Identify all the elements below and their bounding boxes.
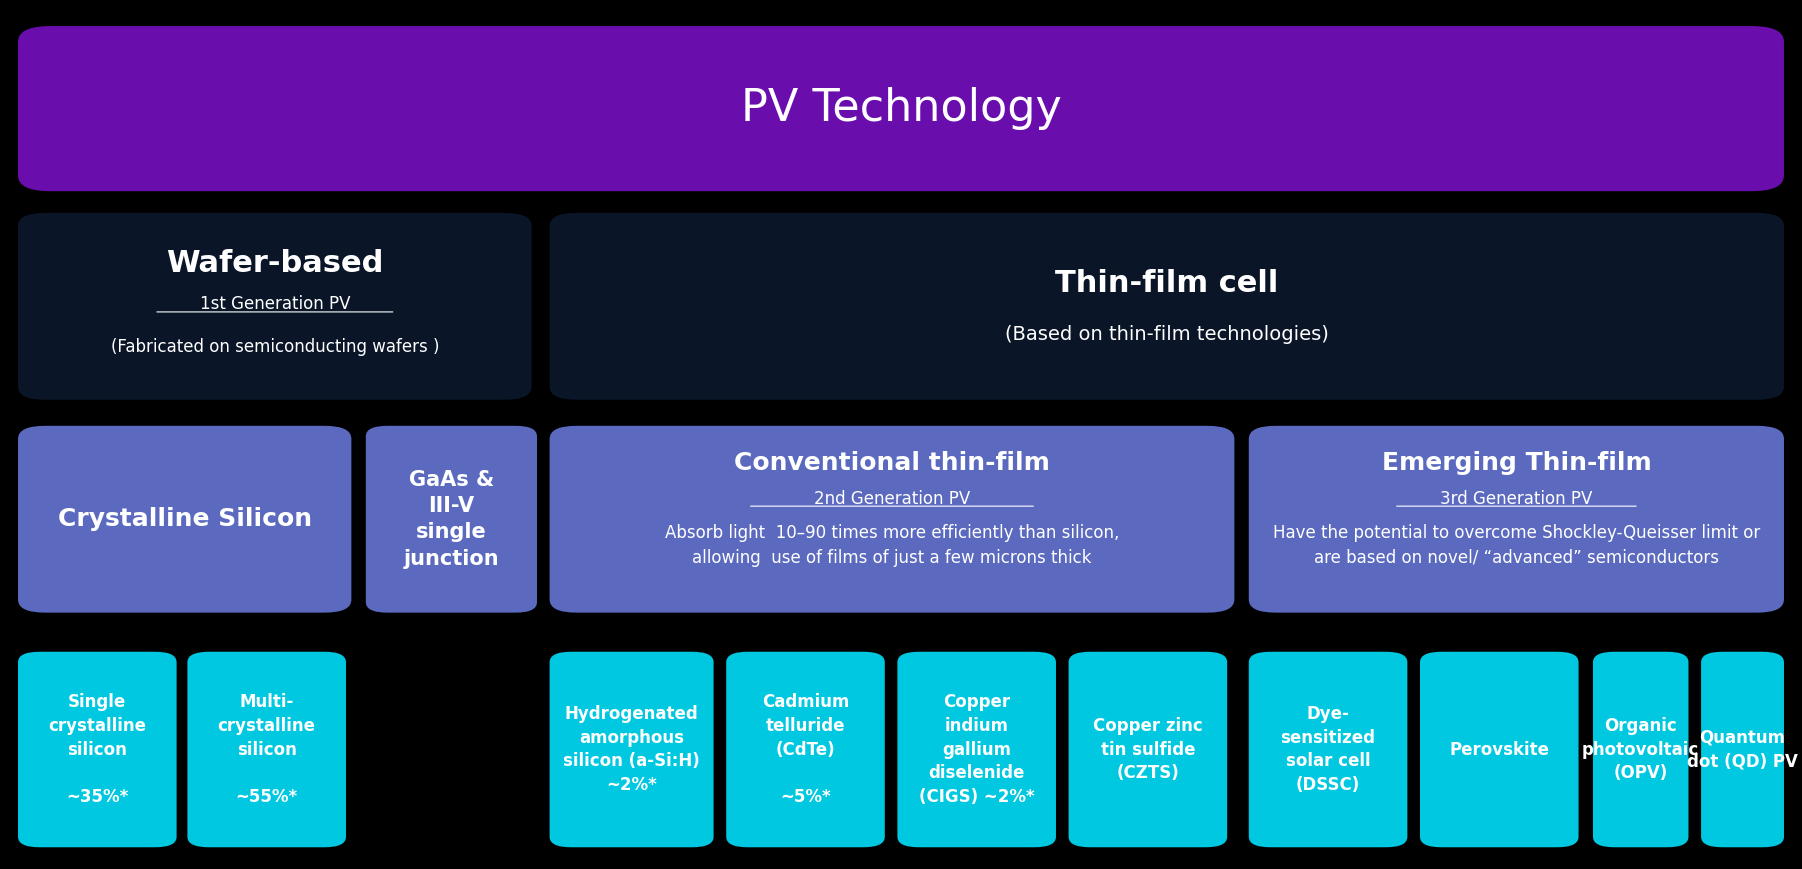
- Text: Multi-
crystalline
silicon

~55%*: Multi- crystalline silicon ~55%*: [218, 693, 315, 806]
- FancyBboxPatch shape: [550, 652, 714, 847]
- FancyBboxPatch shape: [18, 26, 1784, 191]
- FancyBboxPatch shape: [1593, 652, 1688, 847]
- FancyBboxPatch shape: [18, 426, 351, 613]
- FancyBboxPatch shape: [18, 652, 177, 847]
- Text: Emerging Thin-film: Emerging Thin-film: [1382, 451, 1651, 475]
- Text: Single
crystalline
silicon

~35%*: Single crystalline silicon ~35%*: [49, 693, 146, 806]
- Text: 2nd Generation PV: 2nd Generation PV: [815, 489, 969, 507]
- Text: 3rd Generation PV: 3rd Generation PV: [1440, 489, 1593, 507]
- Text: Crystalline Silicon: Crystalline Silicon: [58, 507, 312, 531]
- FancyBboxPatch shape: [550, 426, 1234, 613]
- Text: Quantum
dot (QD) PV: Quantum dot (QD) PV: [1687, 729, 1798, 770]
- FancyBboxPatch shape: [1701, 652, 1784, 847]
- Text: Thin-film cell: Thin-film cell: [1056, 269, 1278, 298]
- Text: Absorb light  10–90 times more efficiently than silicon,
allowing  use of films : Absorb light 10–90 times more efficientl…: [665, 524, 1119, 567]
- Text: (Based on thin-film technologies): (Based on thin-film technologies): [1006, 325, 1328, 344]
- Text: Perovskite: Perovskite: [1449, 740, 1550, 759]
- Text: Conventional thin-film: Conventional thin-film: [733, 451, 1051, 475]
- Text: Copper
indium
gallium
diselenide
(CIGS) ~2%*: Copper indium gallium diselenide (CIGS) …: [919, 693, 1034, 806]
- Text: Wafer-based: Wafer-based: [166, 249, 384, 278]
- Text: Have the potential to overcome Shockley-Queisser limit or
are based on novel/ “a: Have the potential to overcome Shockley-…: [1272, 524, 1761, 567]
- FancyBboxPatch shape: [897, 652, 1056, 847]
- FancyBboxPatch shape: [726, 652, 885, 847]
- FancyBboxPatch shape: [1249, 652, 1407, 847]
- FancyBboxPatch shape: [1069, 652, 1227, 847]
- FancyBboxPatch shape: [1249, 426, 1784, 613]
- Text: Dye-
sensitized
solar cell
(DSSC): Dye- sensitized solar cell (DSSC): [1281, 705, 1375, 794]
- Text: 1st Generation PV: 1st Generation PV: [200, 295, 350, 314]
- FancyBboxPatch shape: [366, 426, 537, 613]
- Text: Cadmium
telluride
(CdTe)

~5%*: Cadmium telluride (CdTe) ~5%*: [762, 693, 849, 806]
- FancyBboxPatch shape: [18, 213, 532, 400]
- FancyBboxPatch shape: [1420, 652, 1579, 847]
- Text: GaAs &
III-V
single
junction: GaAs & III-V single junction: [404, 469, 499, 569]
- FancyBboxPatch shape: [550, 213, 1784, 400]
- Text: Organic
photovoltaic
(OPV): Organic photovoltaic (OPV): [1582, 717, 1699, 782]
- Text: Copper zinc
tin sulfide
(CZTS): Copper zinc tin sulfide (CZTS): [1094, 717, 1202, 782]
- Text: Hydrogenated
amorphous
silicon (a-Si:H)
~2%*: Hydrogenated amorphous silicon (a-Si:H) …: [564, 705, 699, 794]
- FancyBboxPatch shape: [187, 652, 346, 847]
- Text: (Fabricated on semiconducting wafers ): (Fabricated on semiconducting wafers ): [110, 338, 440, 356]
- Text: PV Technology: PV Technology: [741, 87, 1061, 130]
